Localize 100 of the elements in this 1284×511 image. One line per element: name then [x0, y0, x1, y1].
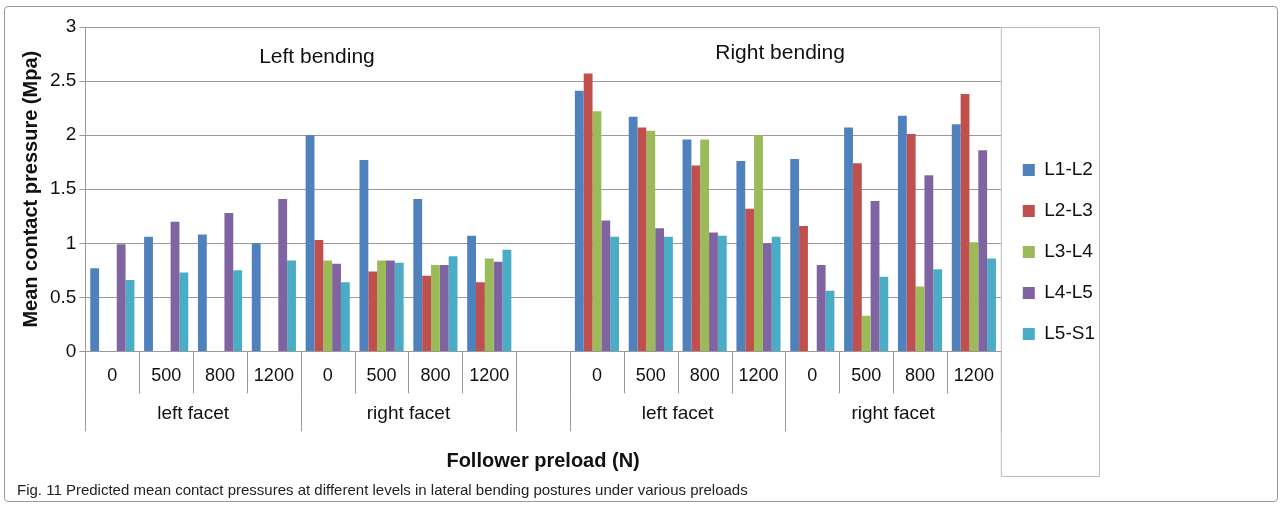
- x-tick-label: 500: [151, 365, 182, 386]
- legend-label: L4-L5: [1044, 281, 1093, 303]
- y-tick-label: 2.5: [49, 69, 77, 91]
- text: right facet: [851, 401, 936, 423]
- x-tick-label: 500: [851, 365, 882, 386]
- bar: [116, 244, 126, 351]
- y-axis-title: Mean contact pressure (Mpa): [18, 50, 41, 328]
- bar: [897, 115, 907, 351]
- bar: [825, 290, 835, 351]
- bar: [476, 282, 485, 351]
- bar: [502, 249, 512, 351]
- bar: [852, 163, 862, 351]
- bar: [717, 235, 727, 351]
- y-tick-label: 3: [65, 15, 77, 37]
- bar: [377, 260, 386, 351]
- bar: [332, 263, 341, 351]
- bar: [924, 175, 934, 351]
- y-tick-label: 0.5: [49, 285, 77, 307]
- bar: [179, 272, 189, 351]
- bar: [385, 260, 395, 351]
- bar: [816, 264, 826, 351]
- bar: [359, 160, 369, 351]
- bar: [170, 221, 180, 351]
- bar: [368, 271, 378, 351]
- bar: [484, 258, 494, 351]
- x-tick-label: 1200: [953, 365, 994, 386]
- bar: [879, 276, 889, 351]
- bar: [682, 139, 692, 351]
- bar: [574, 90, 584, 351]
- bar: [978, 150, 988, 351]
- text: left facet: [157, 401, 230, 423]
- x-axis-title: Follower preload (N): [446, 448, 640, 471]
- bar: [493, 261, 503, 351]
- bar: [799, 225, 808, 351]
- bar: [771, 236, 781, 351]
- bar: [340, 282, 350, 351]
- bar: [745, 208, 755, 351]
- x-tick-label: 1200: [738, 365, 779, 386]
- x-tick-label: 800: [905, 365, 936, 386]
- legend-label: L3-L4: [1044, 240, 1094, 262]
- bar: [790, 158, 800, 351]
- bar: [664, 236, 673, 351]
- bar: [655, 228, 665, 351]
- bar: [691, 165, 701, 351]
- bar: [906, 134, 916, 351]
- text: left facet: [641, 401, 715, 423]
- x-tick-label: 800: [205, 365, 236, 386]
- bar: [305, 135, 315, 351]
- bar: [915, 286, 925, 351]
- bar: [422, 275, 431, 351]
- bar: [90, 268, 100, 351]
- y-tick-label: 2: [65, 123, 77, 145]
- x-tick-label: 0: [807, 365, 818, 386]
- bar: [646, 130, 656, 351]
- x-tick-label: 800: [689, 365, 720, 386]
- y-tick-label: 1.5: [49, 177, 77, 199]
- bar: [700, 139, 710, 351]
- x-tick-label: 800: [420, 365, 451, 386]
- bar: [413, 198, 423, 351]
- bar: [467, 235, 477, 351]
- bar: [844, 127, 853, 351]
- x-tick-label: 0: [322, 365, 333, 386]
- bar: [709, 232, 718, 351]
- bar: [278, 198, 288, 351]
- bar: [987, 258, 996, 351]
- bar: [870, 201, 880, 351]
- annotation: Right bending: [715, 39, 845, 63]
- bar: [762, 243, 772, 351]
- bar: [439, 264, 449, 351]
- bar: [610, 236, 620, 351]
- bar: [287, 260, 296, 351]
- bar: [125, 280, 135, 351]
- x-tick-label: 0: [107, 365, 118, 386]
- x-tick-label: 500: [635, 365, 666, 386]
- x-tick-label: 500: [366, 365, 397, 386]
- bar: [233, 270, 243, 351]
- bar: [637, 127, 647, 351]
- legend-label: L2-L3: [1044, 199, 1093, 221]
- bar: [323, 260, 333, 351]
- bar: [197, 234, 207, 351]
- bar: [628, 116, 638, 351]
- x-tick-label: 1200: [469, 365, 510, 386]
- caption: Fig. 11 Predicted mean contact pressures at different levels in lateral bending postures under various preloads: [17, 481, 748, 498]
- x-tick-label: 1200: [253, 365, 294, 386]
- bar: [583, 73, 593, 351]
- bar: [861, 315, 871, 351]
- bar: [448, 256, 458, 351]
- x-tick-label: 0: [591, 365, 602, 386]
- bar: [754, 135, 763, 351]
- bar: [951, 124, 961, 351]
- bar: [969, 242, 979, 351]
- annotation: Left bending: [259, 44, 375, 68]
- legend-label: L1-L2: [1044, 158, 1093, 180]
- bar: [251, 243, 261, 351]
- bar: [933, 269, 943, 351]
- bar: [736, 161, 746, 351]
- bar: [144, 236, 153, 351]
- bar: [592, 111, 602, 351]
- bar: [431, 264, 440, 351]
- bar: [601, 220, 611, 351]
